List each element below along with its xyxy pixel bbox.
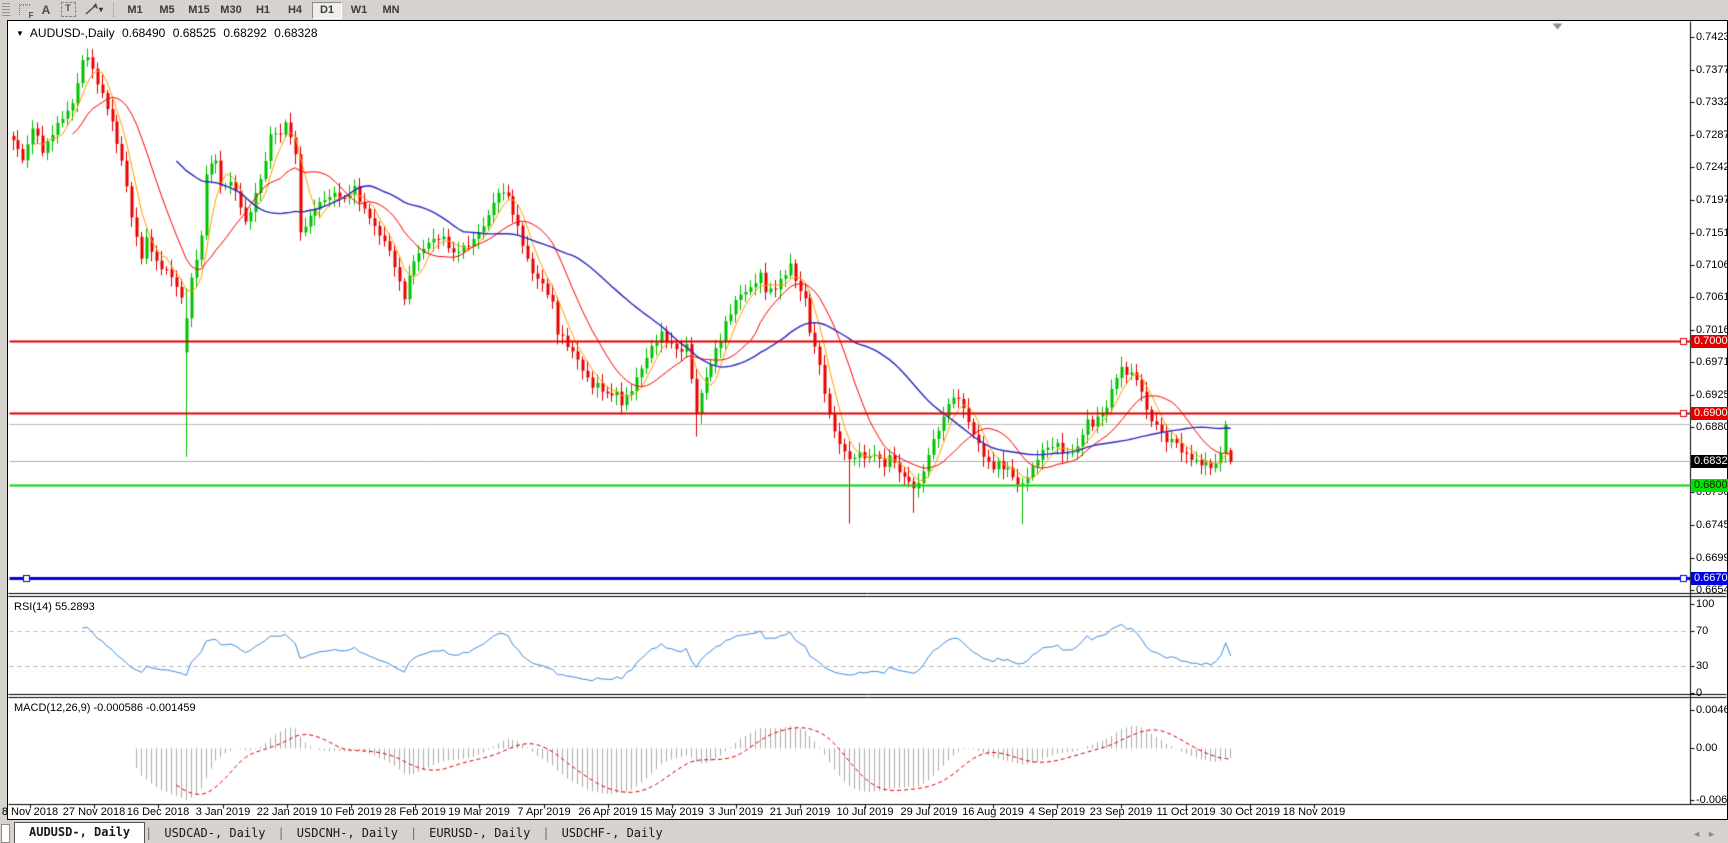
- timeframe-m1[interactable]: M1: [127, 4, 143, 16]
- date-label: 16 Aug 2019: [962, 806, 1024, 818]
- tab-separator: |: [409, 826, 418, 840]
- date-label: 26 Apr 2019: [578, 806, 638, 818]
- macd-tick-label: 0.004696: [1696, 704, 1728, 716]
- tab-usdchf-daily[interactable]: USDCHF-, Daily: [561, 826, 663, 840]
- price-tick-label: 0.66540: [1696, 584, 1728, 596]
- toolbar-drag-handle[interactable]: [2, 2, 10, 17]
- timeframe-buttons: M1 M5 M15 M30 H1 H4 D1 W1 MN: [119, 0, 407, 19]
- tab-usdcad-daily[interactable]: USDCAD-, Daily: [164, 826, 266, 840]
- collapse-triangle-icon[interactable]: ▼: [16, 29, 24, 38]
- date-label: 23 Sep 2019: [1089, 806, 1153, 818]
- tab-scroll-right-icon[interactable]: ►: [1707, 829, 1722, 839]
- tab-eurusd-daily[interactable]: EURUSD-, Daily: [429, 826, 531, 840]
- date-label: 10 Feb 2019: [320, 806, 382, 818]
- chart-canvas[interactable]: [8, 21, 1727, 819]
- date-label: 4 Sep 2019: [1028, 806, 1086, 818]
- rsi-tick-label: 30: [1696, 660, 1709, 672]
- date-label: 18 Nov 2019: [1282, 806, 1346, 818]
- date-label: 21 Jun 2019: [769, 806, 831, 818]
- chart-window: ▼ AUDUSD-,Daily 0.68490 0.68525 0.68292 0…: [2, 20, 1728, 820]
- tab-audusd-daily[interactable]: AUDUSD-, Daily: [14, 822, 146, 843]
- date-label: 28 Feb 2019: [384, 806, 446, 818]
- t-glyph: T: [60, 2, 76, 17]
- hline-price-tag: 0.69004: [1691, 407, 1728, 420]
- date-label: 11 Oct 2019: [1156, 806, 1216, 818]
- macd-label: MACD(12,26,9) -0.000586 -0.001459: [14, 702, 196, 714]
- high-value: 0.68525: [172, 26, 217, 40]
- date-label: 16 Dec 2018: [126, 806, 190, 818]
- symbol-label: AUDUSD-,Daily: [29, 26, 115, 40]
- date-label: 19 Mar 2019: [448, 806, 510, 818]
- symbol-tabs: AUDUSD-, Daily | USDCAD-, Daily | USDCNH-, D…: [14, 821, 675, 843]
- current-price-tag: 0.68328: [1691, 455, 1728, 468]
- date-label: 7 Apr 2019: [517, 806, 571, 818]
- timeframe-h4[interactable]: H4: [287, 4, 303, 16]
- low-value: 0.68292: [223, 26, 267, 40]
- text-annotation-icon[interactable]: A: [35, 1, 57, 18]
- tab-usdcnh-daily[interactable]: USDCNH-, Daily: [296, 826, 398, 840]
- line-studies-icon[interactable]: ▾: [79, 1, 109, 18]
- date-label: 22 Jan 2019: [256, 806, 318, 818]
- tab-strip-splitter[interactable]: [1, 824, 10, 843]
- macd-tick-label: -0.00642: [1696, 794, 1728, 806]
- text-label-icon[interactable]: T: [57, 1, 79, 18]
- grid-glyph: F: [18, 4, 34, 20]
- hline-price-tag: 0.66707: [1691, 572, 1728, 585]
- timeframe-mn[interactable]: MN: [382, 4, 400, 16]
- tab-scroll-left-icon[interactable]: ◄: [1692, 829, 1708, 839]
- timeframe-m5[interactable]: M5: [159, 4, 175, 16]
- date-label: 3 Jun 2019: [708, 806, 764, 818]
- open-value: 0.68490: [121, 26, 166, 40]
- timeframe-h1[interactable]: H1: [255, 4, 271, 16]
- macd-tick-label: 0.00: [1696, 742, 1718, 754]
- rsi-tick-label: 100: [1696, 598, 1715, 610]
- template-grid-icon[interactable]: F: [13, 1, 35, 20]
- timeframe-m30[interactable]: M30: [220, 4, 242, 16]
- toolbar-separator: [113, 2, 115, 17]
- symbol-tabstrip: AUDUSD-, Daily | USDCAD-, Daily | USDCNH-, D…: [0, 821, 1728, 843]
- timeframe-m15[interactable]: M15: [188, 4, 210, 16]
- grid-f-label: F: [28, 11, 34, 20]
- rsi-tick-label: 0: [1696, 687, 1703, 699]
- a-glyph: A: [41, 2, 51, 17]
- date-label: 10 Jul 2019: [836, 806, 894, 818]
- rsi-tick-label: 70: [1696, 625, 1709, 637]
- timeframe-w1[interactable]: W1: [350, 4, 368, 16]
- tab-separator: |: [277, 826, 285, 840]
- hline-price-tag: 0.68007: [1691, 479, 1728, 492]
- dropdown-caret-icon: ▾: [98, 5, 103, 14]
- hline-price-tag: 0.70008: [1691, 335, 1728, 348]
- toolbar: F A T ▾ M1 M5 M15 M30 H1 H4 D1 W1 MN: [0, 0, 1728, 20]
- tab-scroll-arrows: ◄►: [1692, 829, 1722, 839]
- date-label: 29 Jul 2019: [900, 806, 958, 818]
- date-label: 15 May 2019: [640, 806, 704, 818]
- close-value: 0.68328: [274, 26, 318, 40]
- tab-separator: |: [542, 826, 550, 840]
- chart-title: ▼ AUDUSD-,Daily 0.68490 0.68525 0.68292 0…: [16, 26, 322, 40]
- date-label: 27 Nov 2018: [62, 806, 126, 818]
- arrow-line-glyph: [85, 3, 98, 15]
- date-label: 30 Oct 2019: [1220, 806, 1280, 818]
- timeframe-d1[interactable]: D1: [312, 2, 342, 19]
- tab-separator: |: [145, 826, 153, 840]
- rsi-label: RSI(14) 55.2893: [14, 601, 95, 613]
- date-label: 3 Jan 2019: [195, 806, 251, 818]
- date-label: 8 Nov 2018: [1, 806, 59, 818]
